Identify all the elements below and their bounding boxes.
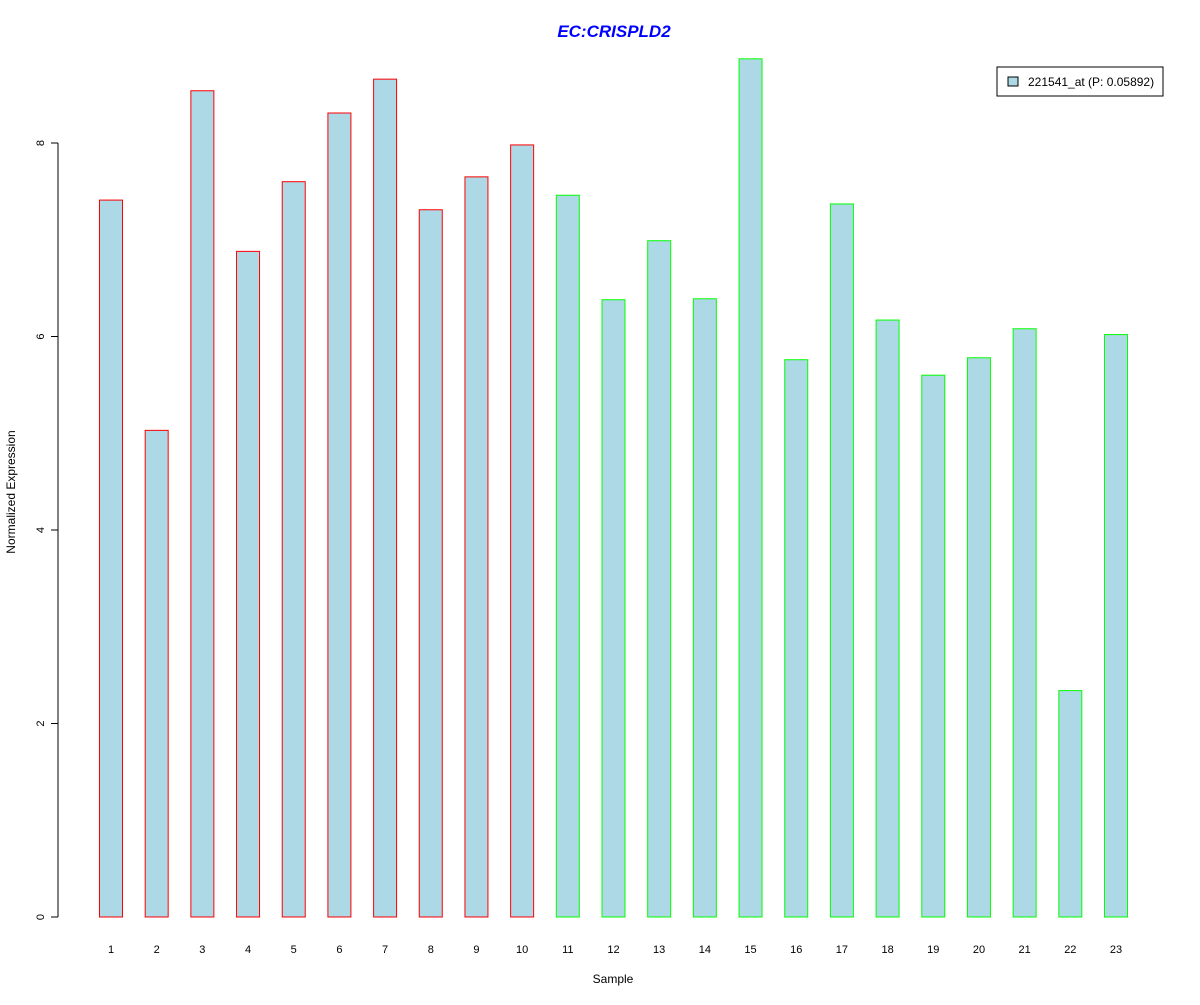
chart-title: EC:CRISPLD2 — [557, 22, 671, 41]
bar-1 — [99, 199, 123, 918]
y-axis-label: Normalized Expression — [4, 430, 18, 553]
x-tick-label: 4 — [245, 944, 251, 956]
bar-10 — [510, 144, 535, 918]
legend-label: 221541_at (P: 0.05892) — [1028, 75, 1154, 89]
y-tick-label: 6 — [35, 333, 47, 339]
legend-swatch — [1007, 76, 1019, 87]
bar-9 — [464, 176, 489, 918]
bar-22 — [1058, 690, 1083, 918]
y-tick-label: 8 — [35, 140, 47, 146]
legend: 221541_at (P: 0.05892) — [996, 66, 1164, 97]
x-tick-label: 19 — [927, 944, 939, 956]
x-tick-label: 20 — [973, 944, 985, 956]
x-tick-label: 9 — [473, 944, 479, 956]
x-tick-label: 13 — [653, 944, 665, 956]
x-tick-labels: 1 2 3 4 5 6 7 8 9 10 11 12 13 14 15 16 17 18 19 20 21 22 23 — [108, 944, 1122, 956]
x-tick-label: 7 — [382, 944, 388, 956]
y-tick-label: 2 — [35, 720, 47, 726]
bar-7 — [373, 78, 398, 918]
bar-3 — [190, 90, 215, 918]
x-tick-label: 6 — [336, 944, 342, 956]
y-tick-label: 0 — [35, 914, 47, 920]
x-tick-label: 14 — [699, 944, 711, 956]
bar-17 — [829, 203, 854, 918]
bar-6 — [327, 112, 352, 918]
x-tick-label: 21 — [1019, 944, 1031, 956]
bar-14 — [692, 298, 717, 918]
bar-20 — [966, 357, 991, 918]
y-axis: 0 2 4 6 8 — [35, 140, 59, 920]
x-tick-label: 3 — [199, 944, 205, 956]
x-tick-label: 12 — [607, 944, 619, 956]
y-tick-label: 4 — [35, 527, 47, 533]
legend-box — [996, 66, 1164, 97]
x-tick-label: 18 — [881, 944, 893, 956]
x-tick-label: 23 — [1110, 944, 1122, 956]
x-tick-label: 5 — [291, 944, 297, 956]
bar-18 — [875, 319, 900, 918]
x-tick-label: 15 — [744, 944, 756, 956]
x-tick-label: 8 — [428, 944, 434, 956]
bars-group — [99, 58, 1128, 918]
bar-15 — [738, 58, 763, 918]
bar-16 — [784, 359, 809, 918]
x-tick-label: 1 — [108, 944, 114, 956]
x-tick-label: 10 — [516, 944, 528, 956]
bar-4 — [236, 250, 261, 918]
bar-19 — [921, 374, 946, 918]
bar-21 — [1012, 328, 1037, 918]
bar-5 — [281, 181, 306, 918]
bar-11 — [555, 194, 580, 918]
bar-12 — [601, 299, 626, 918]
bar-23 — [1104, 334, 1128, 918]
x-tick-label: 16 — [790, 944, 802, 956]
x-tick-label: 17 — [836, 944, 848, 956]
x-tick-label: 11 — [562, 944, 573, 956]
bar-2 — [144, 429, 169, 918]
x-axis-label: Sample — [593, 972, 634, 986]
bar-8 — [418, 209, 443, 918]
x-tick-label: 2 — [154, 944, 160, 956]
x-tick-label: 22 — [1064, 944, 1076, 956]
bar-13 — [647, 240, 672, 918]
